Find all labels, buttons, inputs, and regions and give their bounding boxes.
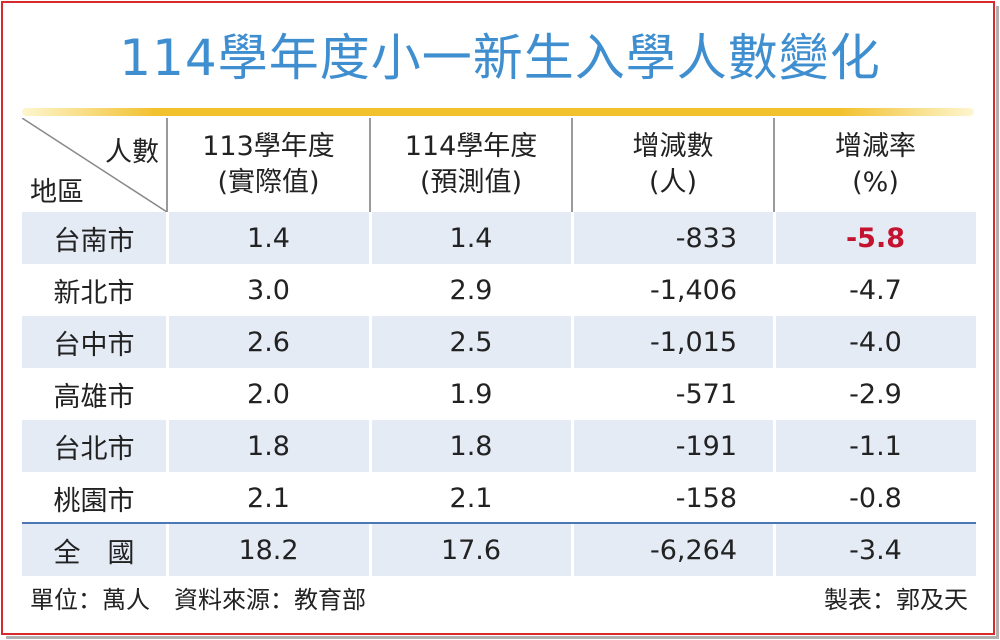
cell-rate: -2.9	[849, 378, 902, 410]
frame-shadow-right	[996, 6, 999, 638]
page-title: 114學年度小一新生入學人數變化	[119, 29, 881, 87]
corner-header-bottom: 地區	[30, 177, 84, 208]
cell-113: 2.0	[247, 378, 290, 410]
cell-114: 1.9	[449, 378, 493, 410]
corner-header: 人數 地區	[22, 118, 167, 212]
cell-change: -571	[675, 378, 737, 410]
cell-rate: -4.7	[849, 274, 902, 306]
column-divider	[369, 212, 372, 576]
corner-header-top: 人數	[105, 137, 159, 168]
cell-region: 高雄市	[53, 381, 135, 413]
header-divider	[571, 118, 573, 212]
column-header-113: 113學年度 (實際值)	[202, 131, 335, 198]
column-divider	[571, 212, 574, 576]
column-header-rate: 增減率 (%)	[835, 131, 916, 198]
cell-rate: -0.8	[849, 482, 902, 514]
cell-change: -1,406	[649, 274, 737, 306]
cell-change: -191	[675, 430, 737, 462]
cell-114: 1.8	[449, 430, 493, 462]
row-band	[22, 420, 976, 472]
total-rate: -3.4	[849, 534, 902, 566]
column-header-114: 114學年度 (預測值)	[404, 131, 538, 198]
title-underline	[22, 108, 974, 116]
footer-credit: 製表：郭及天	[824, 586, 968, 614]
total-change: -6,264	[649, 534, 737, 566]
cell-change: -158	[675, 482, 737, 514]
row-band	[22, 212, 976, 264]
cell-113: 1.8	[247, 430, 290, 462]
column-divider	[773, 212, 776, 576]
cell-114: 1.4	[449, 222, 493, 254]
header-divider	[369, 118, 371, 212]
cell-change: -833	[675, 222, 737, 254]
cell-113: 2.1	[247, 482, 290, 514]
cell-region: 台北市	[53, 433, 135, 465]
cell-rate: -1.1	[849, 430, 902, 462]
frame-shadow-bottom	[6, 636, 999, 639]
total-113: 18.2	[238, 534, 299, 566]
diagonal-line	[22, 118, 167, 212]
column-divider	[166, 212, 169, 576]
footer-source: 單位：萬人 資料來源：教育部	[30, 586, 366, 614]
cell-region: 台南市	[53, 225, 135, 257]
header-divider	[166, 118, 168, 212]
cell-change: -1,015	[649, 326, 737, 358]
cell-113: 3.0	[247, 274, 290, 306]
cell-rate: -5.8	[845, 222, 906, 254]
cell-113: 1.4	[247, 222, 290, 254]
row-band	[22, 316, 976, 368]
column-header-change: 增減數 (人)	[632, 131, 714, 198]
cell-113: 2.6	[247, 326, 290, 358]
cell-114: 2.1	[449, 482, 493, 514]
cell-114: 2.9	[449, 274, 493, 306]
header-divider	[773, 118, 775, 212]
total-separator	[22, 522, 976, 524]
total-114: 17.6	[440, 534, 502, 566]
cell-region: 桃園市	[53, 485, 135, 517]
total-region: 全 國	[53, 537, 135, 569]
cell-rate: -4.0	[849, 326, 902, 358]
cell-region: 台中市	[53, 329, 135, 361]
cell-region: 新北市	[53, 277, 135, 309]
cell-114: 2.5	[449, 326, 493, 358]
row-band	[22, 524, 976, 576]
